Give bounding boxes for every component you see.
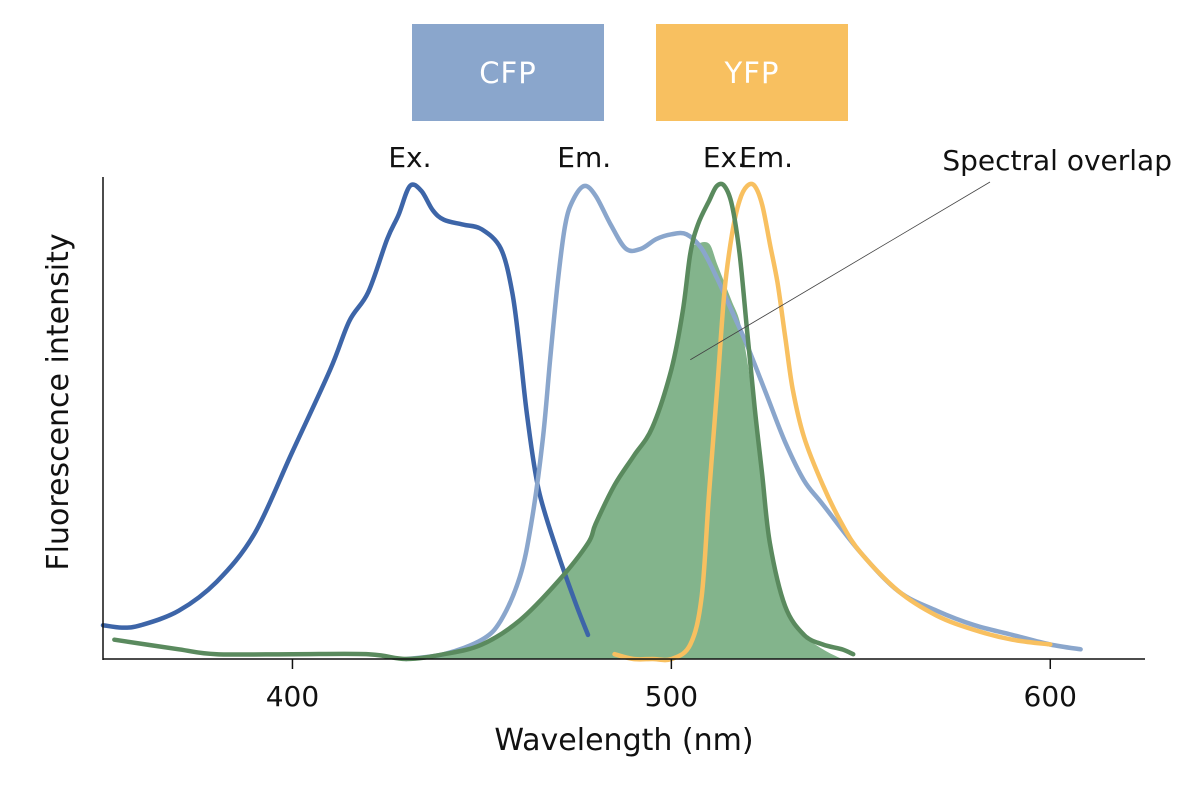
legend-cfp-label: CFP bbox=[479, 55, 537, 90]
peak-label-layer: Ex. Em. Ex.Em. bbox=[388, 141, 793, 174]
axes-layer: Wavelength (nm) Fluorescence intensity 4… bbox=[41, 177, 1145, 758]
peak-label-3: Em. bbox=[739, 141, 793, 174]
series-yfp-em bbox=[612, 181, 1053, 663]
annotation-spectral-overlap: Spectral overlap bbox=[942, 144, 1172, 177]
legend-cfp: CFP bbox=[412, 24, 604, 121]
peak-label-1: Em. bbox=[557, 141, 611, 174]
annotation-leader-line bbox=[690, 181, 991, 361]
x-axis-title: Wavelength (nm) bbox=[494, 723, 753, 758]
legend-yfp: YFP bbox=[656, 24, 848, 121]
peak-label-2: Ex. bbox=[703, 141, 746, 174]
y-axis-title: Fluorescence intensity bbox=[41, 233, 76, 570]
peak-label-0: Ex. bbox=[388, 141, 431, 174]
x-tick-label: 500 bbox=[645, 680, 698, 713]
legend-yfp-label: YFP bbox=[724, 55, 780, 90]
annotation-layer: Spectral overlap bbox=[690, 144, 1172, 361]
x-tick-label: 600 bbox=[1024, 680, 1077, 713]
series-overlap bbox=[368, 242, 842, 660]
series-layer bbox=[100, 181, 1083, 663]
x-tick-label: 400 bbox=[266, 680, 319, 713]
series-cfp-ex bbox=[100, 182, 591, 638]
